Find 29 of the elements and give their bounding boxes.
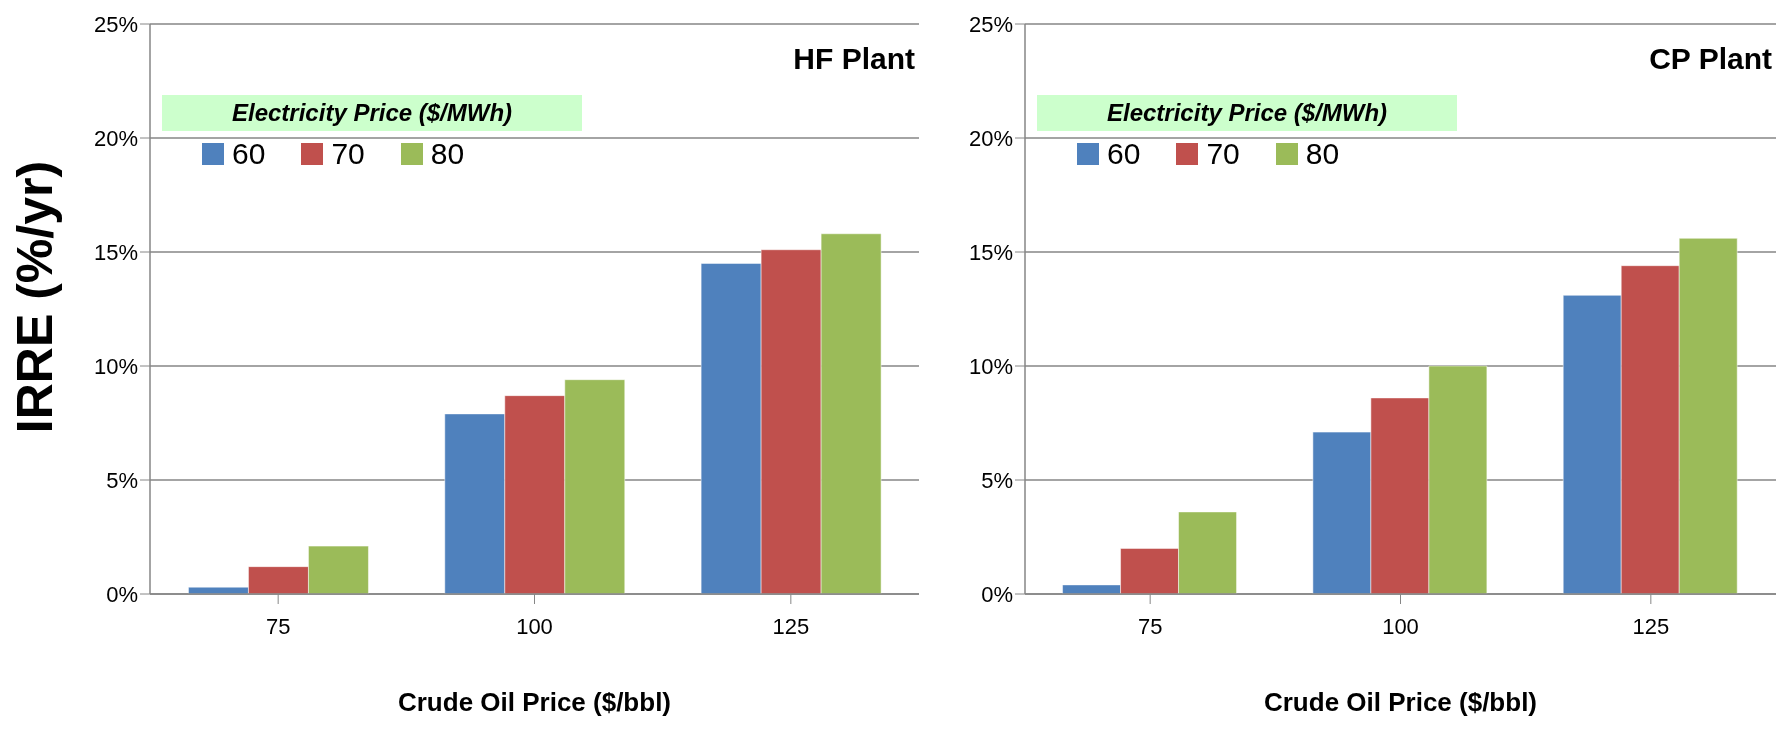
y-tick-label: 15% bbox=[968, 239, 1013, 265]
legend-label: 80 bbox=[1304, 137, 1340, 171]
legend-label: 60 bbox=[231, 137, 266, 171]
legend-label: 70 bbox=[330, 137, 365, 171]
text: HF Plant bbox=[793, 42, 915, 76]
y-tick-label: 0% bbox=[981, 581, 1013, 607]
x-tick-label: 125 bbox=[1632, 613, 1670, 639]
x-tick-label: 125 bbox=[772, 613, 810, 639]
y-tick-label: 25% bbox=[93, 11, 138, 37]
y-tick-label: 20% bbox=[93, 125, 138, 151]
legend-label: 80 bbox=[429, 137, 465, 171]
x-tick-label: 75 bbox=[1137, 613, 1163, 639]
y-tick-label: 10% bbox=[968, 353, 1013, 379]
y-tick-label: 20% bbox=[968, 125, 1013, 151]
legend-label: 60 bbox=[1106, 137, 1141, 171]
legend-label: 70 bbox=[1205, 137, 1240, 171]
x-axis-title: Crude Oil Price ($/bbl) bbox=[1263, 687, 1538, 717]
y-tick-label: 10% bbox=[93, 353, 138, 379]
y-tick-label: 25% bbox=[968, 11, 1013, 37]
text: CP Plant bbox=[1649, 42, 1772, 76]
x-tick-label: 100 bbox=[1382, 613, 1419, 639]
y-tick-label: 5% bbox=[981, 467, 1013, 493]
y-tick-label: 5% bbox=[106, 467, 138, 493]
y-tick-label: 0% bbox=[106, 581, 138, 607]
x-axis-title: Crude Oil Price ($/bbl) bbox=[397, 687, 672, 717]
x-tick-label: 75 bbox=[265, 613, 291, 639]
x-tick-label: 100 bbox=[516, 613, 553, 639]
y-axis-title: IRRE (%/yr) bbox=[6, 160, 64, 434]
y-tick-label: 15% bbox=[93, 239, 138, 265]
